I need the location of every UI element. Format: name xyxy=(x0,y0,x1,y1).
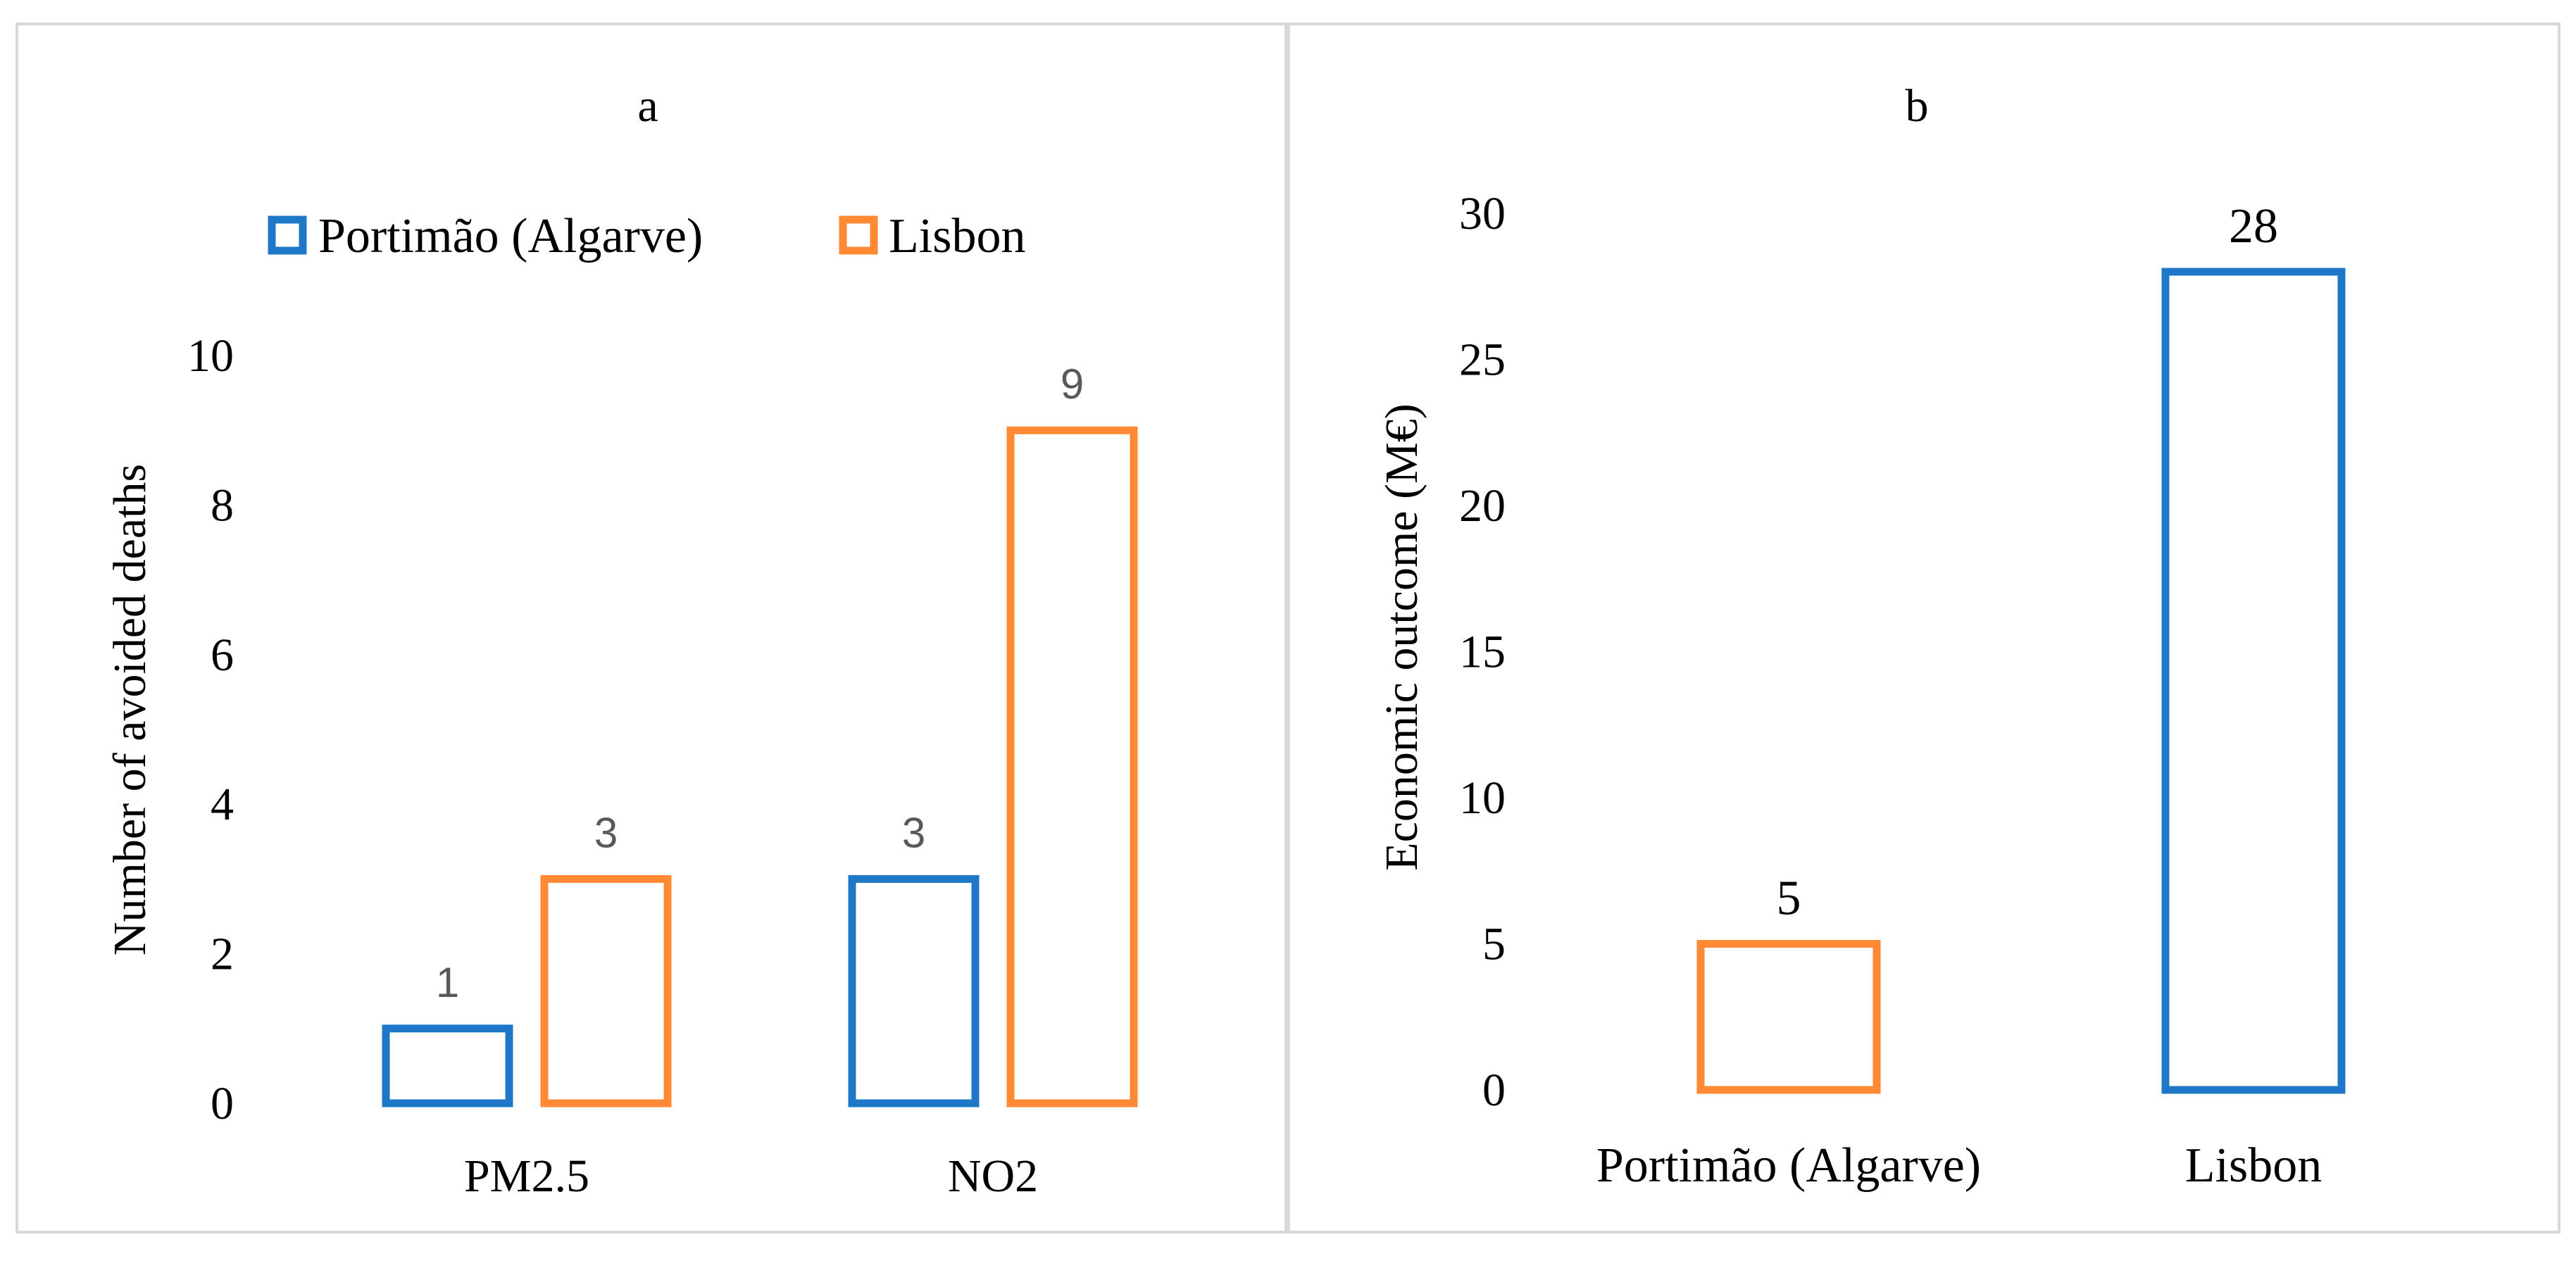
y-tick-label: 5 xyxy=(1482,919,1506,970)
y-tick-label: 15 xyxy=(1459,627,1506,678)
y-tick-label: 0 xyxy=(1482,1065,1506,1116)
y-tick-label: 25 xyxy=(1459,334,1506,386)
y-tick-label: 20 xyxy=(1459,480,1506,532)
y-tick-label: 6 xyxy=(211,629,234,681)
data-label: 1 xyxy=(436,959,459,1006)
panel-b-frame xyxy=(1287,23,2561,1234)
legend-swatch-lisbon xyxy=(839,215,878,255)
y-tick-label: 30 xyxy=(1459,188,1506,239)
data-label: 5 xyxy=(1777,872,1801,926)
y-tick-label: 8 xyxy=(211,479,234,531)
bar-portimao-pm25 xyxy=(382,1024,513,1108)
y-tick-label: 4 xyxy=(211,779,234,830)
x-category-label: Lisbon xyxy=(2185,1138,2322,1193)
panel-b-title: b xyxy=(1906,80,1929,132)
data-label: 3 xyxy=(594,809,618,856)
bar-lisbon-no2 xyxy=(1006,426,1138,1108)
legend-label-lisbon: Lisbon xyxy=(889,209,1025,263)
panel-a-plot: 0 2 4 6 8 10 1 3 PM2.5 3 9 NO2 xyxy=(187,330,1138,1202)
panel-a-title: a xyxy=(637,80,658,132)
y-tick-label: 10 xyxy=(1459,772,1506,824)
bar-lisbon-economic xyxy=(2161,268,2346,1094)
bar-lisbon-pm25 xyxy=(540,874,672,1108)
y-tick-label: 10 xyxy=(187,330,234,382)
x-category-label: PM2.5 xyxy=(464,1150,589,1202)
y-tick-label: 2 xyxy=(211,929,234,980)
x-category-label: NO2 xyxy=(948,1150,1038,1202)
bar-portimao-no2 xyxy=(848,874,980,1108)
legend-swatch-portimao xyxy=(268,215,307,255)
data-label: 3 xyxy=(902,809,925,856)
data-label: 9 xyxy=(1061,360,1084,408)
legend-label-portimao: Portimão (Algarve) xyxy=(318,209,703,263)
panel-b-y-axis-title: Economic outcome (M€) xyxy=(1376,403,1427,870)
x-category-label: Portimão (Algarve) xyxy=(1596,1138,1981,1193)
panel-b-plot: 0 5 10 15 20 25 30 5 Portimão (Algarve) 28 Lisbon xyxy=(1459,188,2346,1193)
y-tick-label: 0 xyxy=(211,1078,234,1129)
data-label: 28 xyxy=(2229,199,2278,253)
bar-portimao-economic xyxy=(1696,940,1881,1094)
panel-a-frame xyxy=(15,23,1287,1234)
panel-a-y-axis-title: Number of avoided deaths xyxy=(104,464,156,955)
legend: Portimão (Algarve) Lisbon xyxy=(268,209,1025,263)
